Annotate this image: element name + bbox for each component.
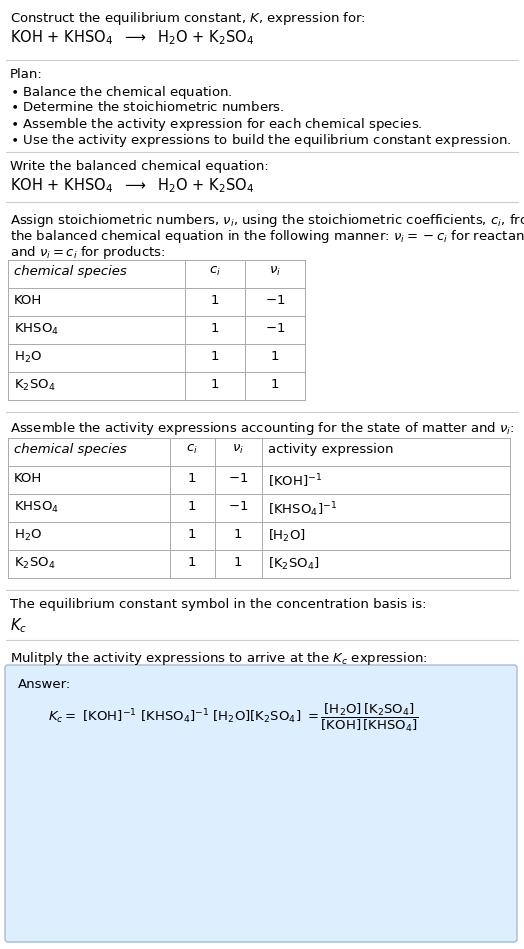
Text: the balanced chemical equation in the following manner: $\nu_i = -c_i$ for react: the balanced chemical equation in the fo… — [10, 228, 524, 245]
Text: $1$: $1$ — [270, 378, 280, 391]
Text: Mulitply the activity expressions to arrive at the $K_c$ expression:: Mulitply the activity expressions to arr… — [10, 650, 428, 667]
Text: 1: 1 — [188, 528, 196, 541]
Text: $\nu_i$: $\nu_i$ — [269, 265, 281, 278]
Text: [KHSO$_4$]$^{-1}$: [KHSO$_4$]$^{-1}$ — [268, 500, 337, 519]
Text: $-1$: $-1$ — [265, 322, 285, 335]
Text: [H$_2$O]: [H$_2$O] — [268, 528, 305, 544]
Text: Answer:: Answer: — [18, 678, 71, 691]
Text: $K_c$: $K_c$ — [10, 616, 27, 635]
Text: 1: 1 — [188, 500, 196, 513]
Text: 1: 1 — [211, 322, 219, 335]
Text: $-1$: $-1$ — [228, 500, 248, 513]
Text: KOH: KOH — [14, 294, 42, 307]
Text: $\bullet$ Assemble the activity expression for each chemical species.: $\bullet$ Assemble the activity expressi… — [10, 116, 423, 133]
Text: KHSO$_4$: KHSO$_4$ — [14, 322, 59, 337]
Text: 1: 1 — [211, 350, 219, 363]
Text: $K_c = $ [KOH]$^{-1}$ [KHSO$_4$]$^{-1}$ [H$_2$O][K$_2$SO$_4$] $= \dfrac{\mathrm{: $K_c = $ [KOH]$^{-1}$ [KHSO$_4$]$^{-1}$ … — [48, 702, 419, 735]
Text: $1$: $1$ — [270, 350, 280, 363]
Text: $\bullet$ Balance the chemical equation.: $\bullet$ Balance the chemical equation. — [10, 84, 233, 101]
Text: H$_2$O: H$_2$O — [14, 350, 42, 365]
Text: chemical species: chemical species — [14, 443, 127, 456]
Text: chemical species: chemical species — [14, 265, 127, 278]
Text: $\bullet$ Determine the stoichiometric numbers.: $\bullet$ Determine the stoichiometric n… — [10, 100, 285, 114]
Text: and $\nu_i = c_i$ for products:: and $\nu_i = c_i$ for products: — [10, 244, 166, 261]
Text: $c_i$: $c_i$ — [209, 265, 221, 278]
Text: $-1$: $-1$ — [228, 472, 248, 485]
Text: 1: 1 — [211, 378, 219, 391]
Text: activity expression: activity expression — [268, 443, 394, 456]
Text: $c_i$: $c_i$ — [186, 443, 198, 456]
Text: Write the balanced chemical equation:: Write the balanced chemical equation: — [10, 160, 269, 173]
Text: $\bullet$ Use the activity expressions to build the equilibrium constant express: $\bullet$ Use the activity expressions t… — [10, 132, 511, 149]
Text: $\nu_i$: $\nu_i$ — [232, 443, 244, 456]
Text: KHSO$_4$: KHSO$_4$ — [14, 500, 59, 515]
FancyBboxPatch shape — [5, 665, 517, 942]
Text: [K$_2$SO$_4$]: [K$_2$SO$_4$] — [268, 556, 320, 572]
Text: Plan:: Plan: — [10, 68, 43, 81]
Text: 1: 1 — [211, 294, 219, 307]
Text: Construct the equilibrium constant, $K$, expression for:: Construct the equilibrium constant, $K$,… — [10, 10, 366, 27]
Text: [KOH]$^{-1}$: [KOH]$^{-1}$ — [268, 472, 322, 490]
Text: K$_2$SO$_4$: K$_2$SO$_4$ — [14, 378, 56, 393]
Text: Assemble the activity expressions accounting for the state of matter and $\nu_i$: Assemble the activity expressions accoun… — [10, 420, 515, 437]
Text: KOH + KHSO$_4$  $\longrightarrow$  H$_2$O + K$_2$SO$_4$: KOH + KHSO$_4$ $\longrightarrow$ H$_2$O … — [10, 28, 254, 47]
Text: Assign stoichiometric numbers, $\nu_i$, using the stoichiometric coefficients, $: Assign stoichiometric numbers, $\nu_i$, … — [10, 212, 524, 229]
Text: $1$: $1$ — [233, 528, 243, 541]
Text: KOH: KOH — [14, 472, 42, 485]
Text: 1: 1 — [188, 472, 196, 485]
Text: The equilibrium constant symbol in the concentration basis is:: The equilibrium constant symbol in the c… — [10, 598, 427, 611]
Text: K$_2$SO$_4$: K$_2$SO$_4$ — [14, 556, 56, 571]
Text: H$_2$O: H$_2$O — [14, 528, 42, 543]
Text: 1: 1 — [188, 556, 196, 569]
Text: $-1$: $-1$ — [265, 294, 285, 307]
Text: $1$: $1$ — [233, 556, 243, 569]
Text: KOH + KHSO$_4$  $\longrightarrow$  H$_2$O + K$_2$SO$_4$: KOH + KHSO$_4$ $\longrightarrow$ H$_2$O … — [10, 176, 254, 195]
